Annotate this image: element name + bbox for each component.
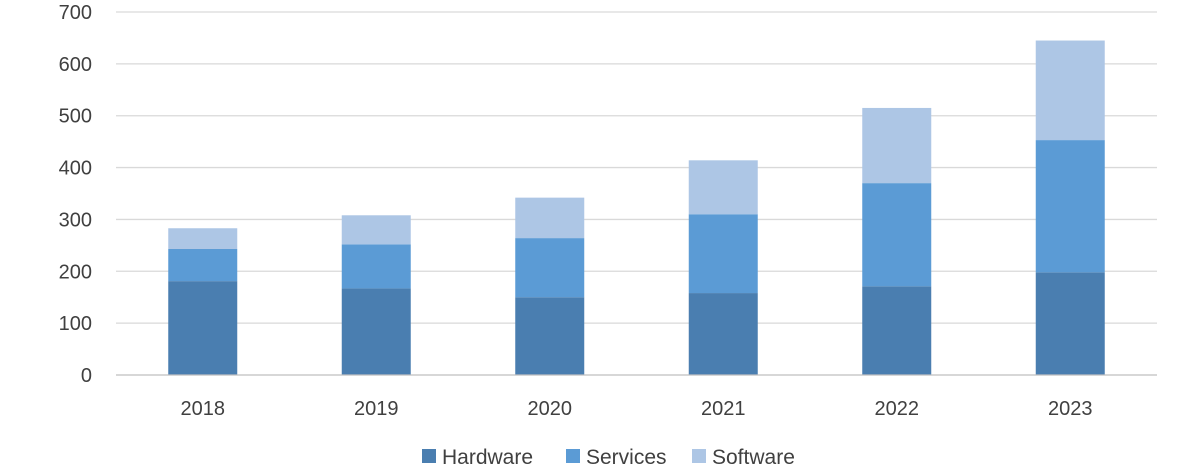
axes: 0 100 200 300 400 500 600 700 2018 2019 2020 2021 20…: [59, 2, 1157, 420]
bar-software-2018: [168, 228, 238, 249]
legend-label-services: Services: [586, 446, 667, 469]
y-tick-label: 300: [59, 209, 92, 231]
bar-software-2020: [515, 197, 585, 239]
bar-services-2023: [1035, 140, 1105, 273]
bar-software-2022: [862, 107, 932, 184]
x-tick-label: 2018: [181, 398, 226, 420]
bar-services-2021: [688, 214, 758, 294]
legend-swatch-services: [566, 449, 580, 463]
bar-hardware-2018: [168, 281, 238, 375]
legend-label-software: Software: [712, 446, 795, 469]
bar-software-2023: [1035, 40, 1105, 141]
x-tick-label: 2022: [875, 398, 920, 420]
bar-software-2019: [341, 215, 411, 245]
bar-hardware-2023: [1035, 272, 1105, 375]
y-tick-label: 700: [59, 2, 92, 24]
bar-services-2018: [168, 248, 238, 282]
bars: [168, 40, 1105, 375]
y-tick-label: 500: [59, 106, 92, 128]
bar-services-2022: [862, 183, 932, 287]
x-tick-label: 2019: [354, 398, 399, 420]
gridlines: [116, 11, 1157, 324]
x-tick-label: 2020: [528, 398, 573, 420]
y-tick-label: 600: [59, 54, 92, 76]
bar-software-2021: [688, 160, 758, 215]
legend-swatch-hardware: [422, 449, 436, 463]
bar-hardware-2020: [515, 297, 585, 375]
y-tick-label: 0: [81, 365, 92, 387]
y-tick-label: 100: [59, 313, 92, 335]
legend-swatch-software: [692, 449, 706, 463]
x-tick-label: 2021: [701, 398, 746, 420]
x-tick-label: 2023: [1048, 398, 1093, 420]
bar-hardware-2022: [862, 286, 932, 375]
bar-hardware-2021: [688, 293, 758, 375]
bar-services-2019: [341, 244, 411, 289]
bar-services-2020: [515, 238, 585, 298]
y-tick-label: 400: [59, 158, 92, 180]
y-tick-label: 200: [59, 261, 92, 283]
bar-hardware-2019: [341, 288, 411, 375]
legend: Hardware Services Software: [422, 446, 795, 469]
legend-label-hardware: Hardware: [442, 446, 533, 469]
